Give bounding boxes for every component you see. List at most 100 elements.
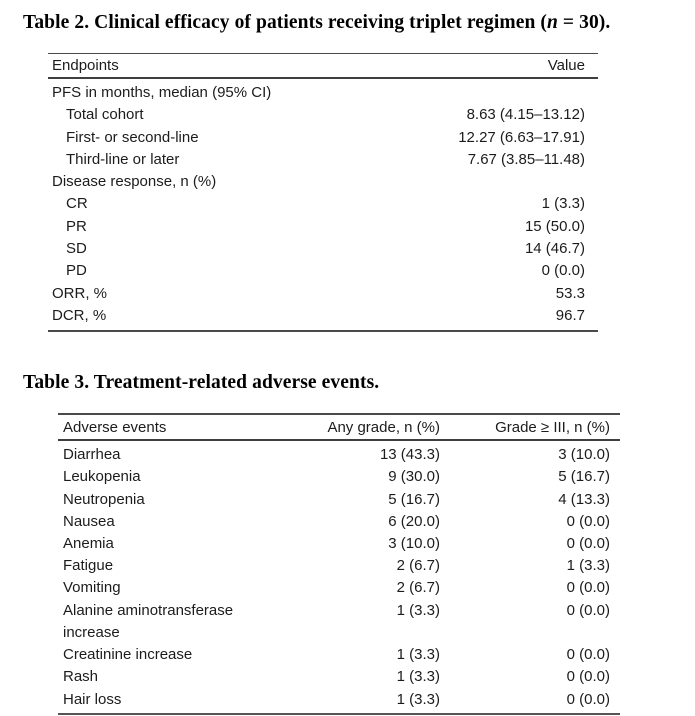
table-row: Leukopenia 9 (30.0) 5 (16.7) bbox=[58, 466, 620, 488]
table2-body: PFS in months, median (95% CI) Total coh… bbox=[48, 79, 598, 333]
row-grade-3plus: 4 (13.3) bbox=[558, 490, 610, 508]
table-row: PD 0 (0.0) bbox=[48, 260, 598, 282]
table2-header-row: Endpoints Value bbox=[48, 53, 598, 79]
row-label: ORR, % bbox=[52, 284, 108, 302]
table2-header-endpoints: Endpoints bbox=[52, 57, 119, 74]
row-value: 8.63 (4.15–13.12) bbox=[466, 106, 585, 124]
table-row: Creatinine increase 1 (3.3) 0 (0.0) bbox=[58, 644, 620, 666]
table-row: Hair loss 1 (3.3) 0 (0.0) bbox=[58, 689, 620, 711]
row-event-label: Rash bbox=[63, 668, 99, 686]
row-any-grade: 6 (20.0) bbox=[388, 512, 440, 530]
table2-title: Table 2. Clinical efficacy of patients r… bbox=[23, 12, 695, 34]
row-event: Hair loss bbox=[63, 689, 310, 711]
table3-header-grade-3plus: Grade ≥ III, n (%) bbox=[495, 418, 610, 436]
row-event: Nausea bbox=[63, 511, 310, 533]
row-grade-3plus: 5 (16.7) bbox=[558, 468, 610, 486]
row-label: CR bbox=[66, 195, 88, 213]
table3-header-adverse-events: Adverse events bbox=[63, 418, 167, 436]
table-row: Fatigue 2 (6.7) 1 (3.3) bbox=[58, 555, 620, 577]
table-row: Disease response, n (%) bbox=[48, 171, 598, 193]
table3-body: Diarrhea 13 (43.3) 3 (10.0) Leukopenia 9… bbox=[58, 441, 620, 715]
row-grade-3plus: 3 (10.0) bbox=[558, 446, 610, 464]
row-label: Third-line or later bbox=[66, 150, 180, 168]
row-event: Anemia bbox=[63, 533, 310, 555]
row-grade-3plus: 0 (0.0) bbox=[566, 668, 610, 686]
row-label: Total cohort bbox=[66, 106, 144, 124]
row-label: First- or second-line bbox=[66, 128, 199, 146]
row-grade-3plus: 0 (0.0) bbox=[566, 690, 610, 708]
row-value: 1 (3.3) bbox=[541, 195, 585, 213]
table-row: DCR, % 96.7 bbox=[48, 305, 598, 327]
row-grade-3plus: 0 (0.0) bbox=[566, 579, 610, 597]
table-row: ORR, % 53.3 bbox=[48, 283, 598, 305]
row-value: 53.3 bbox=[555, 284, 585, 302]
row-event-label: Vomiting bbox=[63, 579, 121, 597]
row-any-grade: 1 (3.3) bbox=[396, 690, 440, 708]
row-event-label: Anemia bbox=[63, 535, 114, 553]
row-any-grade: 1 (3.3) bbox=[396, 668, 440, 686]
row-event-label: Hair loss bbox=[63, 690, 122, 708]
row-event-label: Fatigue bbox=[63, 557, 114, 575]
table3: Adverse events Any grade, n (%) Grade ≥ … bbox=[58, 413, 620, 715]
row-any-grade: 13 (43.3) bbox=[379, 446, 440, 464]
table3-header-row: Adverse events Any grade, n (%) Grade ≥ … bbox=[58, 413, 620, 442]
table2-title-pre: Table 2. Clinical efficacy of patients r… bbox=[23, 12, 547, 33]
row-label: PFS in months, median (95% CI) bbox=[52, 84, 272, 101]
row-any-grade: 5 (16.7) bbox=[388, 490, 440, 508]
row-event-label: Creatinine increase bbox=[63, 646, 193, 664]
row-value: 14 (46.7) bbox=[524, 240, 585, 258]
table-row: PR 15 (50.0) bbox=[48, 216, 598, 238]
row-grade-3plus: 0 (0.0) bbox=[566, 535, 610, 553]
row-label: SD bbox=[66, 240, 87, 258]
table-row: PFS in months, median (95% CI) bbox=[48, 82, 598, 104]
table-row: SD 14 (46.7) bbox=[48, 238, 598, 260]
row-grade-3plus: 0 (0.0) bbox=[566, 512, 610, 530]
row-event-label: Leukopenia bbox=[63, 468, 141, 486]
row-value: 7.67 (3.85–11.48) bbox=[467, 150, 585, 168]
row-event: Diarrhea bbox=[63, 444, 310, 466]
row-grade-3plus: 1 (3.3) bbox=[566, 557, 610, 575]
row-event: Rash bbox=[63, 666, 310, 688]
table-row: CR 1 (3.3) bbox=[48, 193, 598, 215]
table-row: Third-line or later 7.67 (3.85–11.48) bbox=[48, 149, 598, 171]
table2: Endpoints Value PFS in months, median (9… bbox=[48, 53, 598, 333]
row-any-grade: 2 (6.7) bbox=[396, 557, 440, 575]
table-row: Nausea 6 (20.0) 0 (0.0) bbox=[58, 511, 620, 533]
table2-title-post: = 30). bbox=[557, 12, 611, 33]
row-any-grade: 2 (6.7) bbox=[396, 579, 440, 597]
row-label: PD bbox=[66, 262, 87, 280]
row-event-label: Nausea bbox=[63, 512, 115, 530]
table-row: Anemia 3 (10.0) 0 (0.0) bbox=[58, 533, 620, 555]
row-event: Leukopenia bbox=[63, 466, 310, 488]
row-event: Neutropenia bbox=[63, 489, 310, 511]
row-any-grade: 3 (10.0) bbox=[388, 535, 440, 553]
table-row: First- or second-line 12.27 (6.63–17.91) bbox=[48, 127, 598, 149]
row-grade-3plus: 0 (0.0) bbox=[566, 646, 610, 664]
row-value: 15 (50.0) bbox=[524, 217, 585, 235]
table-row: Rash 1 (3.3) 0 (0.0) bbox=[58, 666, 620, 688]
table-row: Alanine aminotransferase increase 1 (3.3… bbox=[58, 600, 620, 644]
row-any-grade: 1 (3.3) bbox=[396, 646, 440, 664]
row-grade-3plus: 0 (0.0) bbox=[566, 601, 610, 619]
row-event-label: Neutropenia bbox=[63, 490, 145, 508]
row-event: Vomiting bbox=[63, 577, 310, 599]
row-event: Creatinine increase bbox=[63, 644, 310, 666]
table-row: Neutropenia 5 (16.7) 4 (13.3) bbox=[58, 489, 620, 511]
row-event: Alanine aminotransferase increase bbox=[63, 600, 310, 644]
row-any-grade: 1 (3.3) bbox=[396, 601, 440, 619]
row-value: 96.7 bbox=[555, 306, 585, 324]
table3-title: Table 3. Treatment-related adverse event… bbox=[23, 372, 380, 394]
table2-header-value: Value bbox=[547, 57, 585, 74]
row-label: PR bbox=[66, 217, 87, 235]
row-label: DCR, % bbox=[52, 306, 107, 324]
row-value: 12.27 (6.63–17.91) bbox=[458, 128, 585, 146]
row-event: Fatigue bbox=[63, 555, 310, 577]
table2-title-n-italic: n bbox=[546, 12, 558, 33]
row-any-grade: 9 (30.0) bbox=[388, 468, 440, 486]
table-row: Vomiting 2 (6.7) 0 (0.0) bbox=[58, 577, 620, 599]
table-row: Total cohort 8.63 (4.15–13.12) bbox=[48, 104, 598, 126]
row-event-label: Diarrhea bbox=[63, 446, 121, 464]
row-value: 0 (0.0) bbox=[541, 262, 585, 280]
table-row: Diarrhea 13 (43.3) 3 (10.0) bbox=[58, 444, 620, 466]
